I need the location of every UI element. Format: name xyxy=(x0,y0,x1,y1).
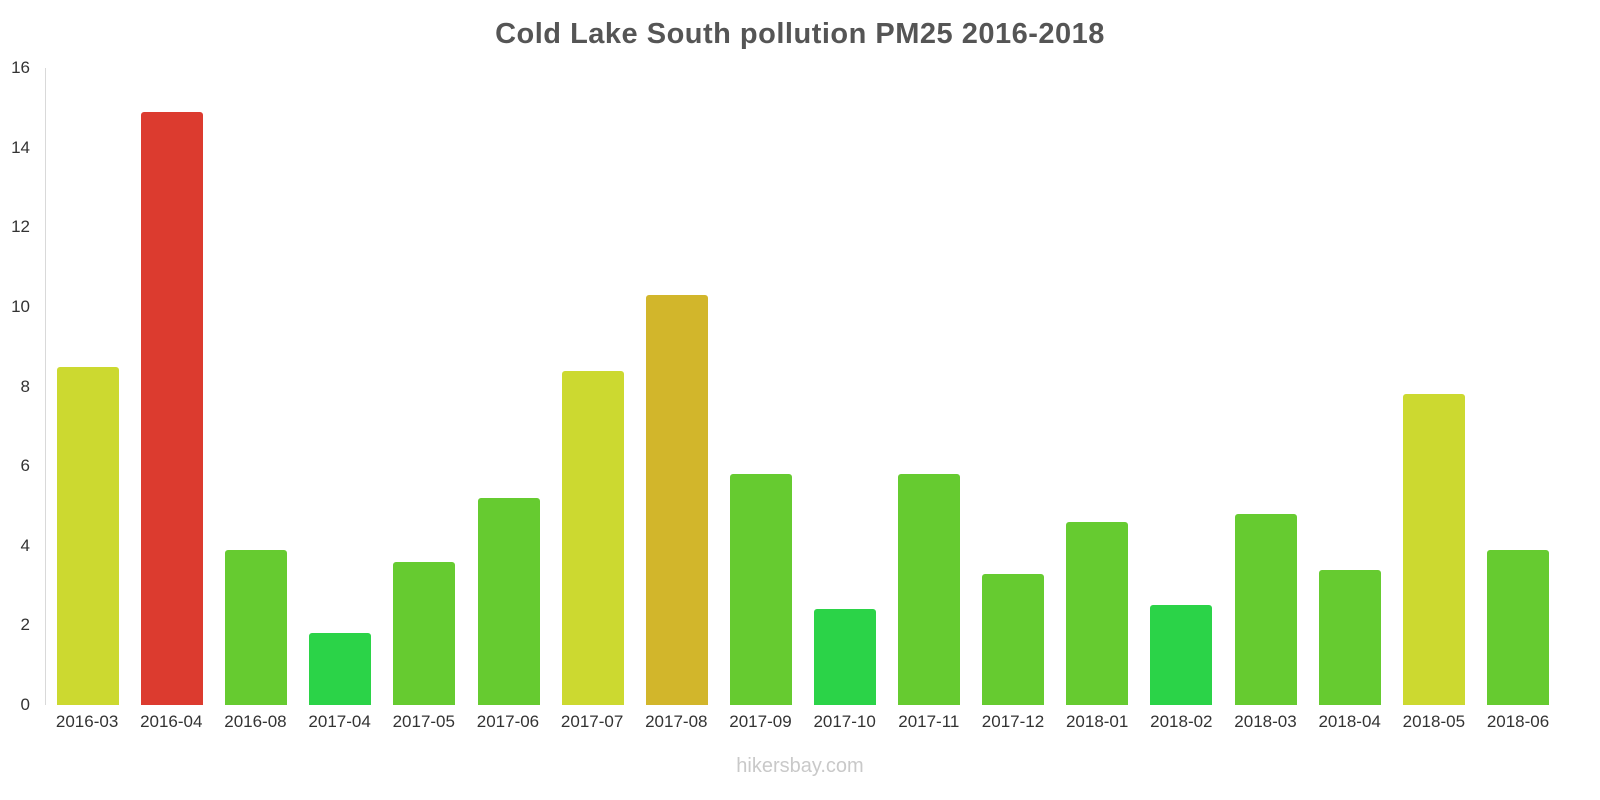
y-tick-label-12: 12 xyxy=(11,217,30,237)
bar-2017-05 xyxy=(393,561,456,705)
bar-slot xyxy=(635,68,719,705)
y-tick-label-0: 0 xyxy=(20,695,30,714)
bar-slot xyxy=(1139,68,1223,705)
bar-2016-03 xyxy=(57,366,120,705)
bar-slot xyxy=(971,68,1055,705)
x-axis-label-2018-04: 2018-04 xyxy=(1318,712,1381,731)
y-tick-label-2: 2 xyxy=(20,615,30,635)
bar-2018-03 xyxy=(1234,513,1297,705)
y-tick-label-8: 8 xyxy=(20,376,30,396)
x-axis-label-2017-10: 2017-10 xyxy=(813,712,876,731)
bar-2017-07 xyxy=(561,370,624,705)
y-tick-label-14: 14 xyxy=(11,137,30,157)
bar-slot xyxy=(887,68,971,705)
x-axis-label-2016-04: 2016-04 xyxy=(140,712,203,731)
bar-slot xyxy=(1476,68,1560,705)
bar-2017-09 xyxy=(729,474,792,705)
x-axis-label-2017-09: 2017-09 xyxy=(729,712,792,731)
bar-slot xyxy=(1308,68,1392,705)
chart-title: Cold Lake South pollution PM25 2016-2018 xyxy=(495,18,1105,50)
bar-2016-04 xyxy=(141,111,204,705)
x-axis-label-2017-07: 2017-07 xyxy=(560,712,624,731)
bar-2016-08 xyxy=(225,549,288,705)
y-axis: 0 2 4 6 8 10 12 14 16 xyxy=(0,58,40,714)
x-axis-label-2018-03: 2018-03 xyxy=(1234,712,1297,731)
y-tick-label-16: 16 xyxy=(11,58,30,77)
bar-slot xyxy=(803,68,887,705)
bar-slot xyxy=(551,68,635,705)
bar-2017-12 xyxy=(982,573,1045,705)
x-axis-label-2018-05: 2018-05 xyxy=(1402,712,1466,731)
bar-2017-08 xyxy=(645,294,708,705)
bar-slot xyxy=(214,68,298,705)
bar-slot xyxy=(719,68,803,705)
x-axis-label-2018-01: 2018-01 xyxy=(1065,712,1129,731)
bar-2018-01 xyxy=(1066,521,1129,705)
bar-slot xyxy=(1055,68,1139,705)
x-axis-label-2016-03: 2016-03 xyxy=(55,712,119,731)
bar-2018-06 xyxy=(1486,549,1549,705)
x-axis-label-2017-06: 2017-06 xyxy=(476,712,540,731)
bar-2017-11 xyxy=(898,474,961,705)
bar-2017-10 xyxy=(814,609,877,705)
x-axis-label-2017-05: 2017-05 xyxy=(392,712,455,731)
bar-2018-02 xyxy=(1150,605,1213,705)
bar-slot xyxy=(382,68,466,705)
bar-2017-06 xyxy=(477,497,540,705)
x-axis-label-2017-11: 2017-11 xyxy=(898,712,960,731)
bar-slot xyxy=(1224,68,1308,705)
x-axis-label-2017-04: 2017-04 xyxy=(308,712,371,731)
bar-slot xyxy=(46,68,130,705)
bar-slot xyxy=(130,68,214,705)
bar-slot xyxy=(1392,68,1476,705)
y-tick-label-10: 10 xyxy=(11,296,30,316)
x-axis-label-2018-06: 2018-06 xyxy=(1486,712,1550,731)
bar-2017-04 xyxy=(309,633,372,705)
bar-slot xyxy=(467,68,551,705)
x-axis-label-2017-12: 2017-12 xyxy=(981,712,1045,731)
x-axis-label-2016-08: 2016-08 xyxy=(224,712,287,731)
y-tick-label-4: 4 xyxy=(20,535,30,555)
bar-2018-05 xyxy=(1402,394,1465,705)
x-axis-label-2018-02: 2018-02 xyxy=(1150,712,1213,731)
x-axis: 2016-03 2016-04 2016-08 2017-04 2017-05 2017-… xyxy=(45,712,1560,732)
plot-area xyxy=(45,68,1560,705)
y-tick-label-6: 6 xyxy=(20,456,30,476)
bar-2018-04 xyxy=(1318,569,1381,705)
bars-container xyxy=(46,68,1560,705)
watermark: hikersbay.com xyxy=(736,755,864,777)
x-axis-label-2017-08: 2017-08 xyxy=(645,712,708,731)
bar-slot xyxy=(298,68,382,705)
